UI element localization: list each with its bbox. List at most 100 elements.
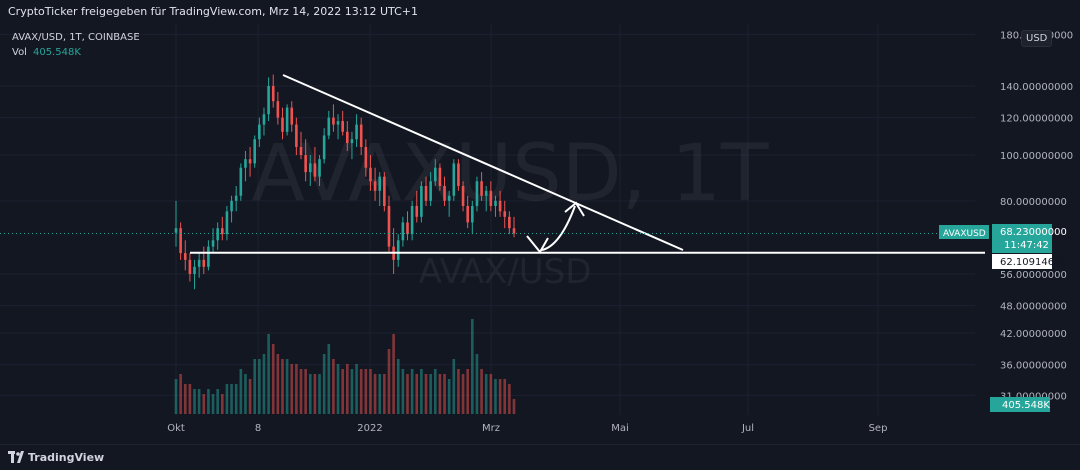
- volume-bar: [318, 374, 321, 414]
- candle-body[interactable]: [346, 131, 349, 144]
- candle-body[interactable]: [234, 195, 238, 201]
- candle-body[interactable]: [332, 117, 335, 125]
- resistance-trendline[interactable]: [282, 74, 684, 251]
- volume-bar: [341, 369, 344, 414]
- y-tick-label: 42.00000000: [1000, 329, 1067, 340]
- candle-body[interactable]: [512, 228, 516, 234]
- candle-body[interactable]: [443, 185, 446, 201]
- candle-body[interactable]: [484, 190, 488, 196]
- volume-bar: [355, 364, 358, 414]
- candle-body[interactable]: [244, 159, 247, 168]
- y-tick-label: 100.00000000: [1000, 151, 1073, 162]
- drawings[interactable]: [0, 74, 985, 254]
- volume-bar: [253, 359, 257, 414]
- volume-legend[interactable]: Vol 405.548K: [12, 47, 81, 58]
- candle-body[interactable]: [262, 114, 266, 125]
- candle-body[interactable]: [188, 259, 192, 274]
- candle-body[interactable]: [461, 185, 465, 207]
- candle-body[interactable]: [225, 211, 229, 235]
- down-arrow-icon[interactable]: [526, 235, 549, 254]
- candle-body[interactable]: [290, 107, 294, 125]
- candle-body[interactable]: [276, 101, 280, 118]
- volume-bar: [290, 364, 294, 414]
- arrow-head-icon[interactable]: [564, 201, 585, 217]
- candle-body[interactable]: [424, 185, 428, 201]
- candle-body[interactable]: [299, 146, 303, 156]
- candle-body[interactable]: [248, 159, 252, 164]
- candle-body[interactable]: [221, 228, 224, 235]
- chart-area[interactable]: AVAXUSD, 1T AVAX/USD 180.00000000140.000…: [0, 24, 1080, 444]
- candle-body[interactable]: [480, 181, 483, 196]
- candle-body[interactable]: [406, 222, 409, 235]
- symbol-legend[interactable]: AVAX/USD, 1T, COINBASE: [12, 32, 140, 43]
- volume-bar: [433, 369, 437, 414]
- candle-body[interactable]: [387, 206, 391, 247]
- candle-body[interactable]: [322, 135, 326, 160]
- candle-body[interactable]: [475, 181, 479, 207]
- candle-body[interactable]: [359, 124, 363, 147]
- candle-body[interactable]: [179, 228, 182, 254]
- candle-body[interactable]: [373, 181, 377, 191]
- candle-body[interactable]: [239, 167, 243, 196]
- candle-body[interactable]: [271, 86, 275, 102]
- candles[interactable]: [174, 74, 516, 290]
- candle-body[interactable]: [433, 167, 437, 182]
- candle-body[interactable]: [183, 253, 187, 260]
- volume-bar: [410, 369, 414, 414]
- candle-body[interactable]: [207, 246, 210, 267]
- candle-body[interactable]: [471, 206, 474, 223]
- candle-body[interactable]: [281, 117, 284, 132]
- candle-body[interactable]: [429, 181, 432, 201]
- currency-badge[interactable]: USD: [1021, 30, 1053, 47]
- up-curve-arrow[interactable]: [541, 205, 576, 251]
- candle-body[interactable]: [267, 86, 270, 115]
- candle-body[interactable]: [466, 206, 469, 223]
- candle-body[interactable]: [253, 139, 257, 164]
- candle-body[interactable]: [211, 240, 215, 247]
- candle-body[interactable]: [295, 124, 298, 147]
- candle-body[interactable]: [410, 206, 414, 235]
- brand-name[interactable]: TradingView: [28, 451, 105, 464]
- candle-body[interactable]: [452, 163, 456, 196]
- candle-body[interactable]: [336, 121, 340, 125]
- candle-body[interactable]: [216, 228, 219, 241]
- candle-body[interactable]: [447, 195, 451, 201]
- candle-body[interactable]: [350, 139, 354, 144]
- candle-body[interactable]: [401, 222, 405, 241]
- candle-body[interactable]: [197, 259, 201, 267]
- candle-body[interactable]: [304, 155, 307, 173]
- candle-body[interactable]: [313, 163, 317, 177]
- volume-bar: [494, 379, 497, 414]
- candle-body[interactable]: [420, 185, 423, 217]
- candle-body[interactable]: [503, 211, 507, 217]
- candle-body[interactable]: [258, 124, 261, 140]
- candle-body[interactable]: [174, 228, 178, 233]
- candle-body[interactable]: [489, 190, 493, 207]
- candle-body[interactable]: [415, 206, 419, 217]
- candle-body[interactable]: [193, 266, 196, 274]
- candle-body[interactable]: [494, 200, 497, 207]
- candle-body[interactable]: [341, 121, 344, 132]
- candle-body[interactable]: [396, 240, 400, 260]
- price-axis[interactable]: 180.00000000140.00000000120.00000000100.…: [1000, 30, 1073, 402]
- price-chart[interactable]: AVAXUSD, 1T AVAX/USD 180.00000000140.000…: [0, 24, 1080, 444]
- candle-body[interactable]: [369, 167, 372, 182]
- volume-bar: [378, 374, 382, 414]
- candle-body[interactable]: [355, 124, 358, 140]
- candle-body[interactable]: [438, 167, 442, 186]
- candle-body[interactable]: [327, 117, 331, 136]
- candle-body[interactable]: [230, 200, 233, 212]
- candle-body[interactable]: [457, 163, 460, 186]
- candle-body[interactable]: [308, 163, 312, 173]
- candle-body[interactable]: [285, 107, 289, 132]
- candle-body[interactable]: [498, 200, 502, 212]
- time-axis[interactable]: Okt 8 2022 Mrz Mai Jul Sep: [167, 423, 887, 434]
- tradingview-logo-icon[interactable]: [8, 451, 24, 463]
- candle-body[interactable]: [364, 146, 368, 168]
- price-labels: AVAXUSD 68.23000000 11:47:42 62.10914682 405…: [939, 224, 1067, 412]
- candle-body[interactable]: [202, 259, 206, 267]
- candle-body[interactable]: [378, 176, 382, 191]
- candle-body[interactable]: [318, 159, 321, 177]
- candle-body[interactable]: [508, 216, 511, 229]
- candle-body[interactable]: [383, 176, 386, 207]
